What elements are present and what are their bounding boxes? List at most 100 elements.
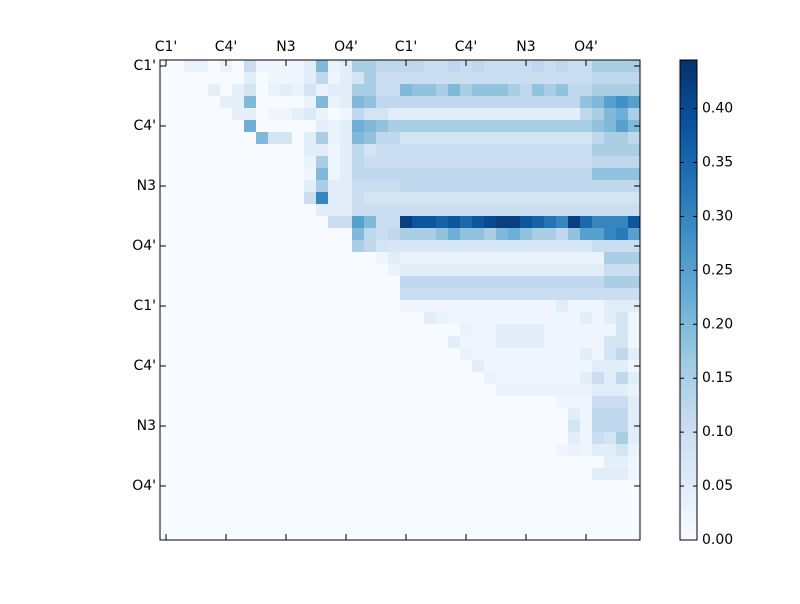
heatmap-cell [220, 264, 233, 277]
heatmap-cell [208, 528, 221, 541]
heatmap-cell [160, 60, 173, 73]
heatmap-cell [448, 144, 461, 157]
colorbar-tick-label: 0.35 [702, 154, 733, 170]
heatmap-cell [220, 360, 233, 373]
heatmap-cell [412, 72, 425, 85]
heatmap-cell [556, 180, 569, 193]
heatmap-cell [508, 96, 521, 109]
heatmap-cell [304, 156, 317, 169]
heatmap-cell [532, 336, 545, 349]
heatmap-cell [508, 492, 521, 505]
heatmap-cell [244, 360, 257, 373]
heatmap-cell [520, 444, 533, 457]
heatmap-cell [208, 492, 221, 505]
heatmap-cell [256, 216, 269, 229]
heatmap-cell [472, 348, 485, 361]
heatmap-cell [172, 492, 185, 505]
heatmap-cell [532, 360, 545, 373]
heatmap-cell [352, 456, 365, 469]
heatmap-cell [556, 228, 569, 241]
heatmap-cell [604, 396, 617, 409]
heatmap-cell [592, 504, 605, 517]
heatmap-cell [376, 444, 389, 457]
heatmap-cell [460, 516, 473, 529]
heatmap-cell [628, 228, 641, 241]
heatmap-cell [172, 480, 185, 493]
heatmap-cell [424, 228, 437, 241]
heatmap-cell [232, 348, 245, 361]
heatmap-cell [328, 228, 341, 241]
heatmap-cell [232, 204, 245, 217]
heatmap-cell [556, 288, 569, 301]
heatmap-cell [448, 228, 461, 241]
heatmap-cell [316, 180, 329, 193]
heatmap-cell [196, 72, 209, 85]
heatmap-cell [364, 180, 377, 193]
heatmap-cell [424, 420, 437, 433]
heatmap-cell [532, 384, 545, 397]
heatmap-cell [568, 396, 581, 409]
heatmap-cell [292, 444, 305, 457]
heatmap-cell [304, 384, 317, 397]
heatmap-cell [292, 456, 305, 469]
heatmap-cell [352, 360, 365, 373]
heatmap-cell [208, 216, 221, 229]
heatmap-cell [604, 240, 617, 253]
heatmap-cell [196, 336, 209, 349]
heatmap-cell [172, 180, 185, 193]
heatmap-cell [208, 300, 221, 313]
heatmap-cell [328, 120, 341, 133]
heatmap-cell [196, 384, 209, 397]
heatmap-cell [352, 420, 365, 433]
heatmap-cell [220, 132, 233, 145]
heatmap-cell [508, 192, 521, 205]
heatmap-cell [580, 240, 593, 253]
heatmap-cell [448, 180, 461, 193]
heatmap-cell [580, 384, 593, 397]
heatmap-cell [400, 324, 413, 337]
heatmap-cell [544, 312, 557, 325]
heatmap-cell [460, 468, 473, 481]
heatmap-cell [484, 60, 497, 73]
heatmap-cell [604, 516, 617, 529]
colorbar-tick-label: 0.05 [702, 478, 733, 494]
heatmap-cell [520, 384, 533, 397]
heatmap-cell [244, 444, 257, 457]
heatmap-cell [436, 156, 449, 169]
heatmap-cell [460, 456, 473, 469]
heatmap-cell [376, 456, 389, 469]
heatmap-cell [340, 84, 353, 97]
heatmap-cell [460, 60, 473, 73]
heatmap-cell [628, 204, 641, 217]
heatmap-cell [256, 108, 269, 121]
heatmap-cell [472, 444, 485, 457]
heatmap-cell [160, 264, 173, 277]
heatmap-cell [604, 348, 617, 361]
heatmap-cell [172, 336, 185, 349]
heatmap-cell [232, 468, 245, 481]
heatmap-cell [220, 492, 233, 505]
heatmap-cell [424, 360, 437, 373]
heatmap-cell [388, 324, 401, 337]
heatmap-cell [304, 132, 317, 145]
heatmap-cell [460, 84, 473, 97]
heatmap-cell [556, 480, 569, 493]
heatmap-cell [268, 468, 281, 481]
heatmap-cell [184, 492, 197, 505]
heatmap-cell [256, 60, 269, 73]
heatmap-cell [352, 312, 365, 325]
heatmap-cell [628, 336, 641, 349]
heatmap-cell [616, 348, 629, 361]
heatmap-cell [400, 264, 413, 277]
heatmap-cell [316, 504, 329, 517]
heatmap-cell [292, 408, 305, 421]
heatmap-cell [376, 348, 389, 361]
heatmap-cell [568, 384, 581, 397]
heatmap-cell [208, 108, 221, 121]
heatmap-cell [472, 240, 485, 253]
heatmap-cell [328, 60, 341, 73]
heatmap-cell [364, 108, 377, 121]
heatmap-cell [364, 336, 377, 349]
heatmap-cell [424, 504, 437, 517]
heatmap-cell [400, 300, 413, 313]
